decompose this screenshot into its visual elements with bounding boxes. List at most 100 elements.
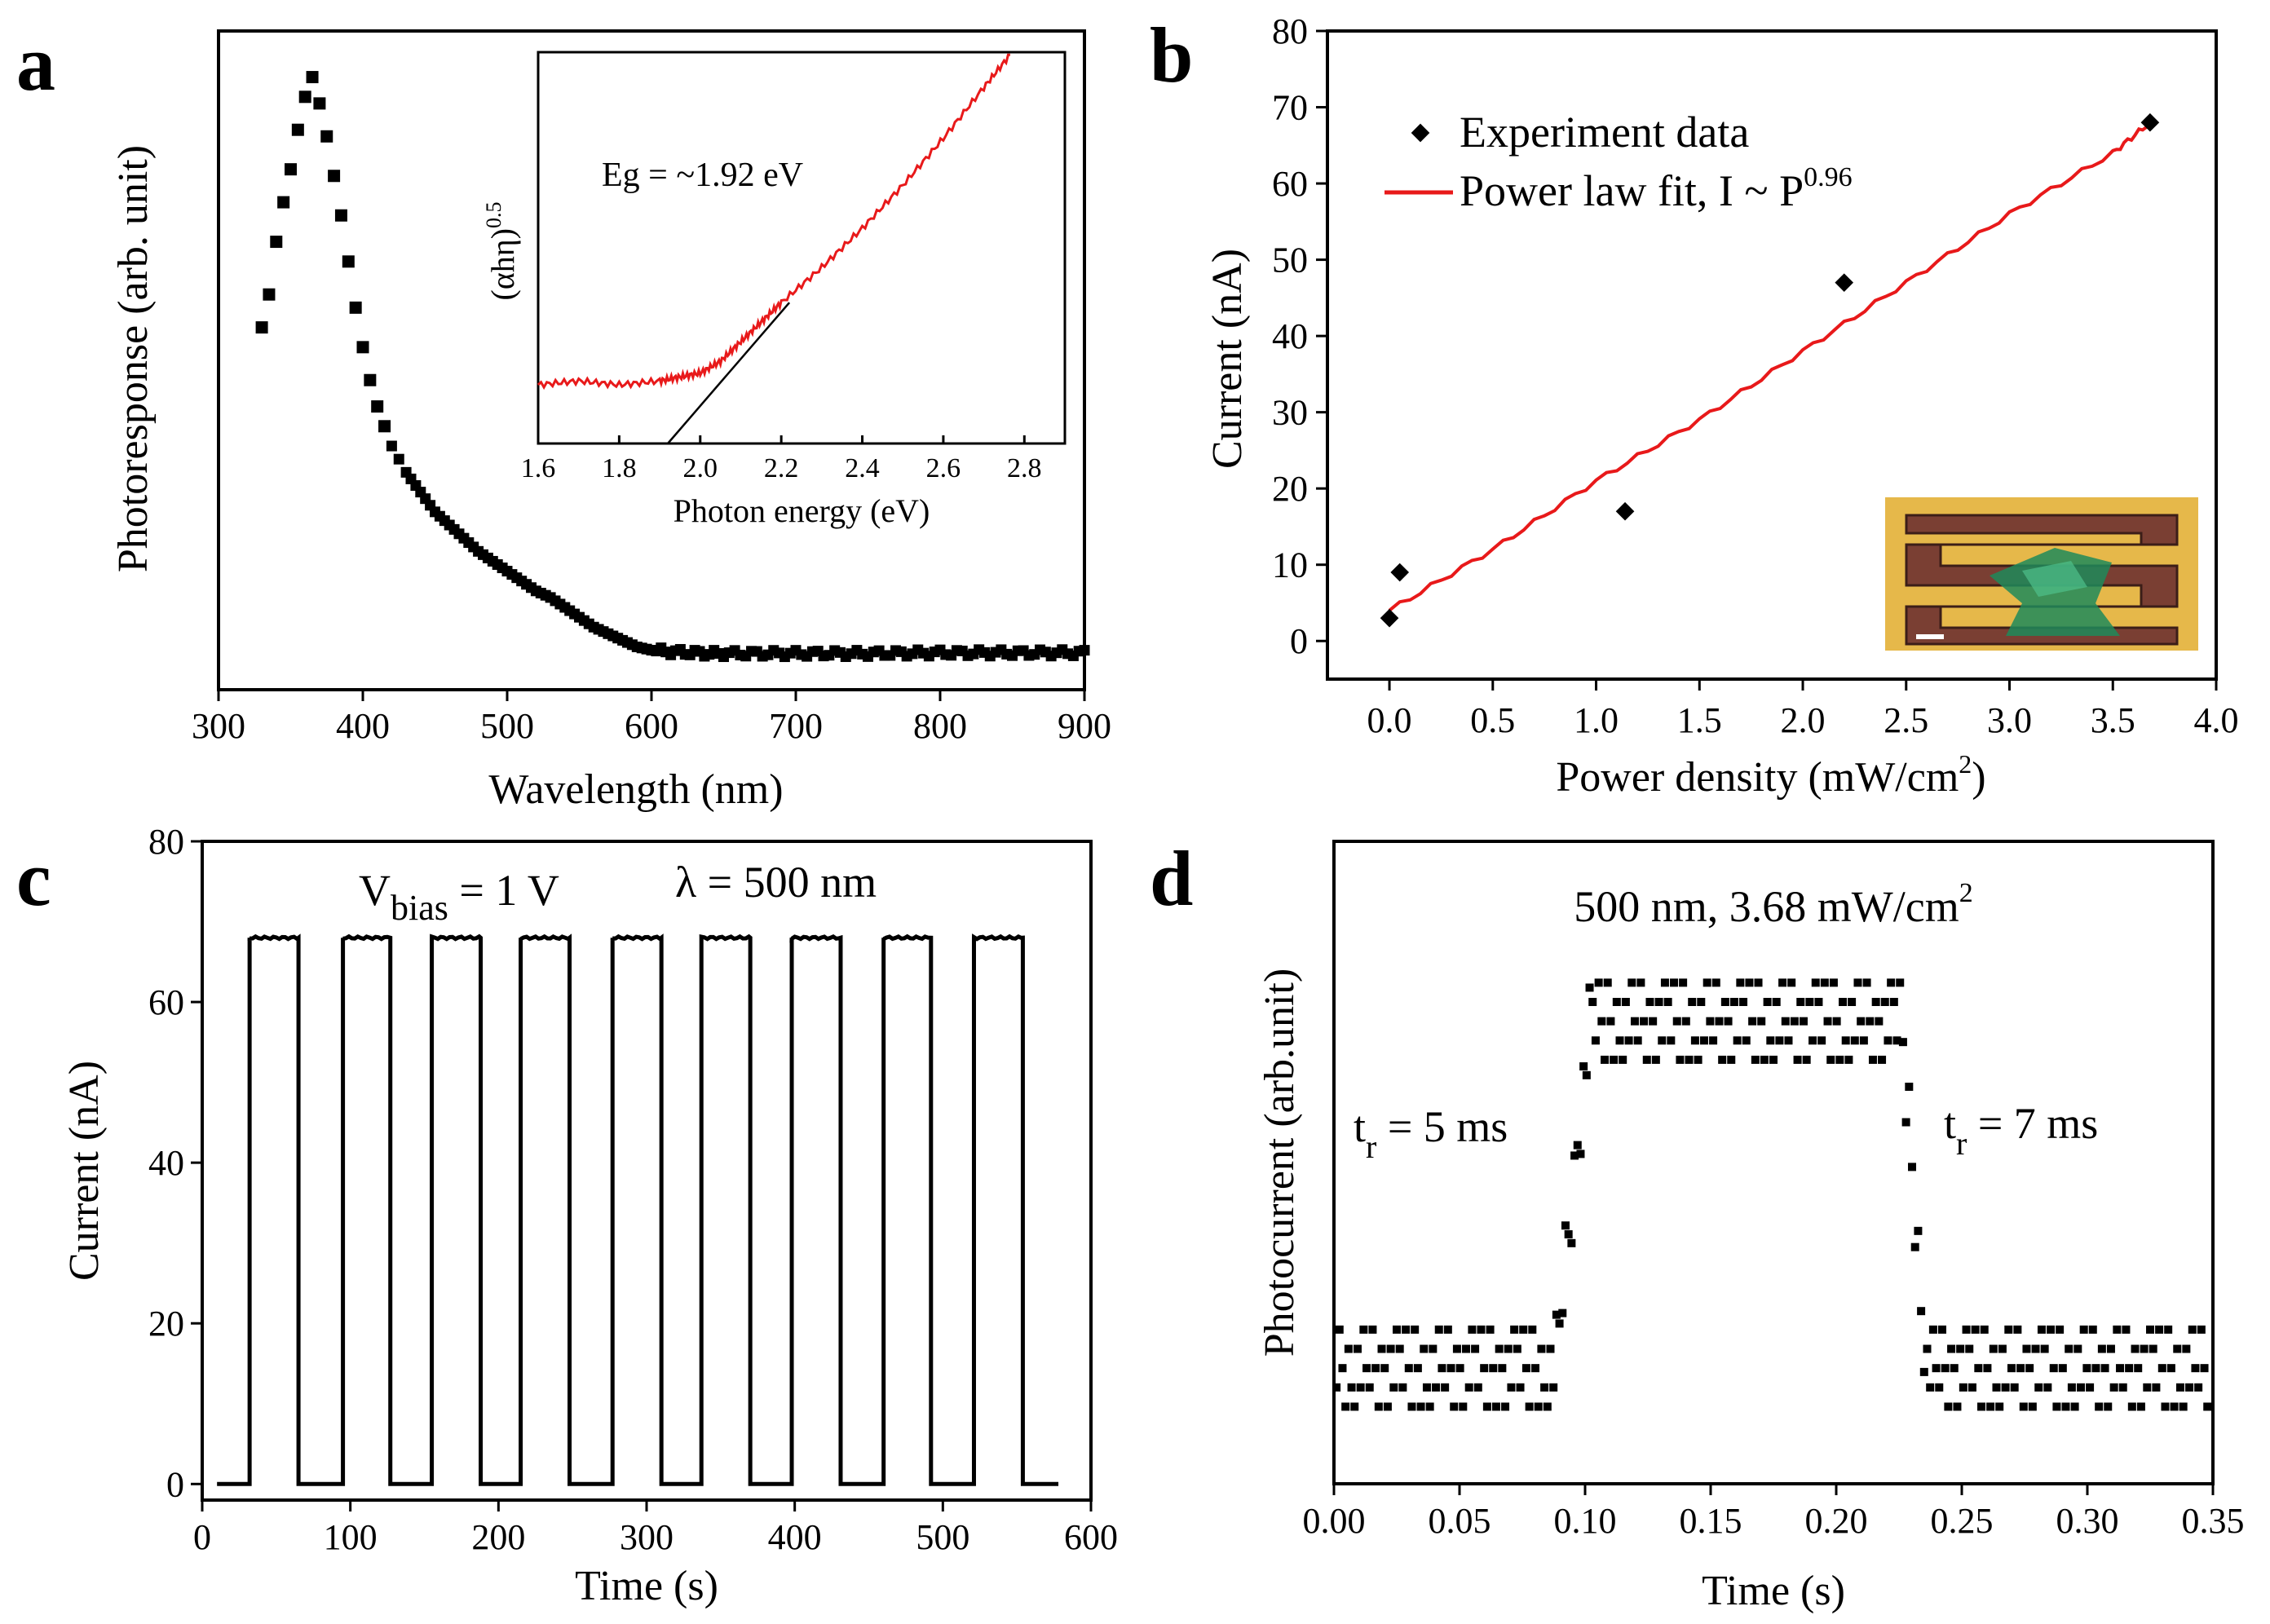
- d-point-143: [1763, 998, 1772, 1006]
- d-point-135: [1739, 998, 1748, 1006]
- d-point-66: [1531, 1364, 1540, 1373]
- d-point-133: [1733, 1036, 1742, 1045]
- a-point-11: [334, 209, 347, 222]
- panel-c-lambda: λ = 500 nm: [675, 858, 877, 907]
- panel-b-xlabel-base: Power density (mW/cm: [1556, 754, 1959, 801]
- d-point-149: [1781, 1017, 1790, 1026]
- a-point-0: [255, 321, 268, 334]
- d-point-207: [1956, 1344, 1965, 1353]
- d-point-182: [1880, 998, 1889, 1006]
- d-point-39: [1450, 1402, 1459, 1411]
- d-point-205: [1950, 1364, 1959, 1373]
- d-point-4: [1344, 1344, 1353, 1353]
- panel-b-legend: Experiment data Power law fit, I ~ P0.96: [1385, 108, 1853, 215]
- d-point-288: [2200, 1364, 2209, 1373]
- d-point-7: [1353, 1344, 1362, 1353]
- d-point-53: [1491, 1402, 1500, 1411]
- d-point-70: [1543, 1402, 1552, 1411]
- d-point-58: [1507, 1383, 1516, 1392]
- panel-d-xlabel: Time (s): [1702, 1568, 1845, 1614]
- d-point-10: [1362, 1364, 1371, 1373]
- d-point-226: [2013, 1325, 2022, 1334]
- a-point-10: [328, 170, 341, 183]
- a-point-1: [263, 288, 276, 301]
- d-point-202: [1941, 1364, 1950, 1373]
- d-point-267: [2136, 1402, 2145, 1411]
- d-point-241: [2058, 1364, 2067, 1373]
- d-point-272: [2152, 1383, 2161, 1392]
- d-point-19: [1389, 1383, 1398, 1392]
- d-point-215: [1980, 1325, 1989, 1334]
- d-point-185: [1889, 998, 1898, 1006]
- d-point-221: [1998, 1344, 2007, 1353]
- b-xtick-label-1: 0.5: [1470, 700, 1515, 740]
- panel-b-fit-line: [1388, 121, 2152, 612]
- d-point-197: [1926, 1383, 1935, 1392]
- panel-c-vbias-rest: = 1 V: [448, 866, 559, 915]
- d-point-157: [1805, 998, 1814, 1006]
- fall-label-t: t: [1944, 1099, 1956, 1148]
- d-point-116: [1681, 1017, 1690, 1026]
- d-point-201: [1937, 1325, 1946, 1334]
- panel-b-label: b: [1150, 11, 1193, 99]
- d-point-165: [1829, 978, 1838, 987]
- d-point-239: [2052, 1402, 2061, 1411]
- d-point-56: [1501, 1402, 1510, 1411]
- d-point-278: [2170, 1402, 2179, 1411]
- b-ytick-label-0: 0: [1290, 621, 1308, 661]
- d-point-23: [1402, 1325, 1411, 1334]
- d-point-258: [2109, 1383, 2118, 1392]
- d-point-27: [1413, 1364, 1422, 1373]
- d-point-271: [2149, 1344, 2157, 1353]
- d-point-97: [1624, 1036, 1633, 1045]
- panel-c-ticks: 0 100 200 300 400 500 600 0 20 40 60 80: [148, 822, 1118, 1557]
- d-point-285: [2191, 1364, 2200, 1373]
- panel-b: b 0.0 0.5 1.0 1.5 2.0 2.5 3.0 3.5 4.0 0 10 20 30 40 50…: [1150, 11, 2239, 801]
- d-point-183: [1884, 1036, 1892, 1045]
- d-point-51: [1486, 1325, 1495, 1334]
- d-point-140: [1754, 978, 1763, 987]
- d-point-260: [2116, 1364, 2125, 1373]
- d-point-187: [1896, 978, 1905, 987]
- b-point-2: [1615, 501, 1635, 521]
- d-point-184: [1887, 978, 1896, 987]
- d-point-112: [1670, 978, 1679, 987]
- ai-xtick-label-1: 1.8: [602, 453, 637, 483]
- d-point-124: [1706, 1017, 1715, 1026]
- c-xtick-label-6: 600: [1064, 1517, 1118, 1557]
- d-point-28: [1416, 1402, 1425, 1411]
- d-point-214: [1977, 1402, 1986, 1411]
- d-point-33: [1432, 1383, 1441, 1392]
- c-ytick-label-1: 20: [148, 1304, 184, 1344]
- d-point-74: [1555, 1319, 1564, 1328]
- d-point-172: [1850, 1036, 1859, 1045]
- d-point-115: [1679, 978, 1688, 987]
- panel-d-title-sup: 2: [1959, 878, 1973, 908]
- d-point-141: [1757, 1017, 1766, 1026]
- d-point-75: [1558, 1308, 1567, 1317]
- d-point-38: [1446, 1364, 1455, 1373]
- b-point-0: [1380, 608, 1399, 628]
- d-point-24: [1404, 1364, 1413, 1373]
- panel-b-ticks: 0.0 0.5 1.0 1.5 2.0 2.5 3.0 3.5 4.0 0 10 20 30 40 50 60…: [1272, 11, 2239, 740]
- inset-frame: [537, 51, 1067, 445]
- c-ytick-label-0: 0: [166, 1464, 184, 1504]
- d-point-98: [1627, 978, 1636, 987]
- d-point-92: [1610, 1055, 1619, 1064]
- d-point-164: [1826, 1055, 1835, 1064]
- d-point-101: [1636, 978, 1645, 987]
- d-point-168: [1839, 998, 1848, 1006]
- d-point-251: [2088, 1325, 2097, 1334]
- d-point-131: [1727, 1055, 1736, 1064]
- d-point-200: [1935, 1383, 1944, 1392]
- d-point-277: [2166, 1364, 2175, 1373]
- d-point-90: [1603, 978, 1612, 987]
- d-point-273: [2155, 1325, 2164, 1334]
- d-point-96: [1621, 998, 1630, 1006]
- d-point-287: [2197, 1325, 2206, 1334]
- d-point-34: [1434, 1325, 1443, 1334]
- d-point-163: [1823, 1017, 1832, 1026]
- panel-d-frame: [1332, 840, 2215, 1485]
- d-point-31: [1425, 1402, 1434, 1411]
- d-point-231: [2028, 1402, 2037, 1411]
